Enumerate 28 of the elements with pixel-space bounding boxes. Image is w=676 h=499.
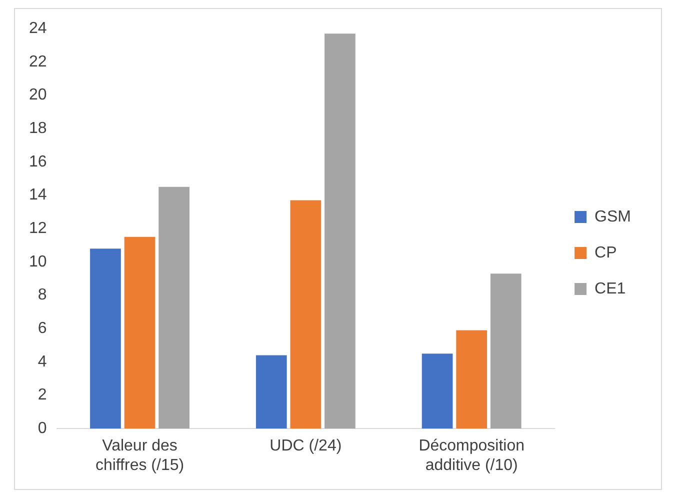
y-tick-label: 8: [38, 286, 47, 304]
y-tick-label: 16: [29, 153, 47, 170]
y-tick-label: 14: [29, 186, 47, 204]
y-tick-label: 10: [29, 253, 47, 270]
y-tick-label: 0: [38, 420, 47, 438]
bar: [324, 34, 356, 429]
y-tick-label: 20: [29, 86, 47, 104]
bar: [256, 355, 287, 429]
y-tick-label: 6: [38, 320, 47, 338]
y-tick-label: 18: [29, 120, 47, 138]
bar: [290, 200, 322, 429]
bar: [456, 330, 488, 429]
y-tick-label: 24: [29, 20, 47, 38]
y-tick-label: 22: [29, 53, 47, 70]
bar: [422, 354, 453, 429]
bar: [124, 236, 156, 429]
legend-label: GSM: [594, 208, 632, 226]
y-tick-label: 2: [38, 386, 47, 404]
x-tick-label: Décomposition additive (/10): [418, 438, 525, 474]
bar: [90, 248, 121, 429]
legend-label: CP: [594, 244, 617, 262]
x-tick-label: UDC (/24): [270, 438, 342, 455]
bar: [158, 186, 190, 429]
legend-label: CE1: [594, 280, 626, 298]
bar: [490, 274, 522, 429]
y-tick-label: 12: [29, 220, 47, 238]
x-tick-label: Valeur des chiffres (/15): [95, 438, 184, 474]
y-tick-label: 4: [38, 353, 47, 370]
